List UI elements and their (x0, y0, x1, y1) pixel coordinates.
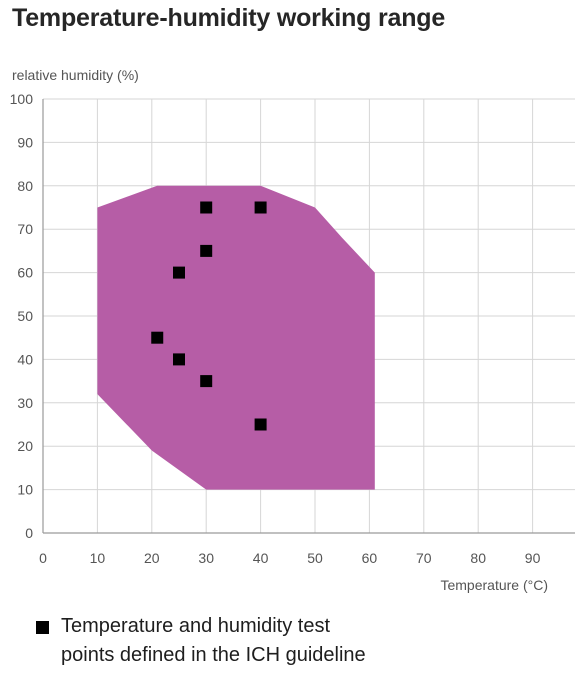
x-tick-label-30: 30 (198, 550, 214, 566)
y-tick-label-30: 30 (17, 395, 33, 411)
y-tick-label-20: 20 (17, 438, 33, 454)
legend-marker-square (36, 621, 49, 634)
test-point-8 (254, 418, 267, 431)
test-point-5 (151, 331, 164, 344)
working-range-layer (97, 185, 375, 490)
test-point-1 (200, 201, 213, 214)
x-tick-label-60: 60 (362, 550, 378, 566)
y-tick-label-50: 50 (17, 308, 33, 324)
working-range-area (97, 185, 375, 490)
axis-labels: 0 10 20 30 40 50 60 70 80 90 100 0 10 20 30 40 50 60 70 80 9… (10, 67, 548, 593)
humidity-temperature-chart: 0 10 20 30 40 50 60 70 80 90 100 0 10 20 30 40 50 60 70 80 9… (10, 67, 575, 593)
y-tick-label-10: 10 (17, 482, 33, 498)
test-points-layer (151, 201, 267, 431)
y-tick-label-90: 90 (17, 134, 33, 150)
legend-line-2: points defined in the ICH guideline (61, 644, 366, 666)
x-tick-label-50: 50 (307, 550, 323, 566)
test-point-2 (254, 201, 267, 214)
legend-line-1: Temperature and humidity test (61, 615, 331, 637)
y-axis-label: relative humidity (%) (12, 67, 139, 83)
axes (42, 99, 575, 534)
y-tick-label-60: 60 (17, 265, 33, 281)
test-point-3 (200, 244, 213, 257)
y-tick-label-40: 40 (17, 351, 33, 367)
chart-title: Temperature-humidity working range (12, 4, 446, 32)
x-tick-label-90: 90 (525, 550, 541, 566)
x-tick-label-20: 20 (144, 550, 160, 566)
test-point-6 (173, 353, 185, 366)
x-tick-label-40: 40 (253, 550, 269, 566)
legend-label: Temperature and humidity test points def… (61, 612, 401, 670)
y-tick-label-80: 80 (17, 178, 33, 194)
x-tick-label-80: 80 (470, 550, 486, 566)
y-tick-label-70: 70 (17, 221, 33, 237)
y-tick-label-0: 0 (25, 525, 33, 541)
x-tick-label-10: 10 (90, 550, 106, 566)
x-tick-label-70: 70 (416, 550, 432, 566)
y-tick-label-100: 100 (10, 91, 34, 107)
test-point-7 (200, 375, 213, 388)
test-point-4 (173, 266, 185, 279)
x-axis-label: Temperature (°C) (440, 577, 548, 593)
x-tick-label-0: 0 (39, 550, 47, 566)
legend: Temperature and humidity test points def… (36, 612, 401, 670)
